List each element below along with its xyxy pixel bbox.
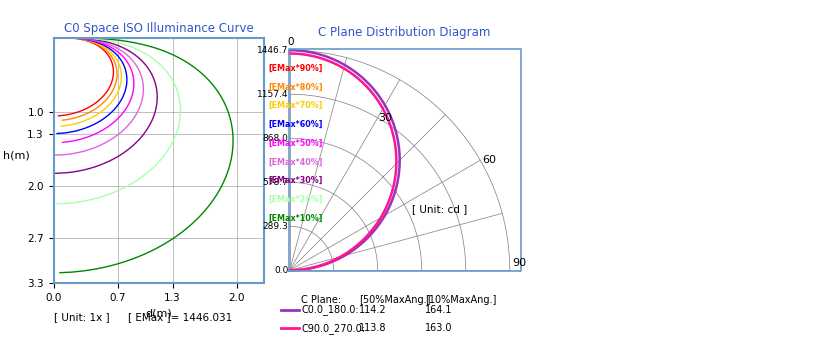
Text: 163.0: 163.0 <box>425 323 452 333</box>
Text: [50%MaxAng.]: [50%MaxAng.] <box>359 295 431 305</box>
Text: 113.8: 113.8 <box>359 323 386 333</box>
Text: 868.0: 868.0 <box>262 134 289 143</box>
Text: 114.2: 114.2 <box>359 305 386 315</box>
Text: C0.0_180.0:: C0.0_180.0: <box>301 304 359 315</box>
X-axis label: d(m): d(m) <box>145 308 172 318</box>
Text: [EMax*20%]: [EMax*20%] <box>268 195 323 204</box>
Text: 30: 30 <box>378 113 392 123</box>
Text: 164.1: 164.1 <box>425 305 452 315</box>
Text: 90: 90 <box>512 258 526 268</box>
Text: [ Unit: 1x ]: [ Unit: 1x ] <box>54 313 109 323</box>
Text: [EMax*90%]: [EMax*90%] <box>268 64 323 73</box>
Text: [EMax*50%]: [EMax*50%] <box>268 139 323 148</box>
Text: 1157.4: 1157.4 <box>257 90 289 99</box>
Y-axis label: h(m): h(m) <box>2 150 30 160</box>
Text: [EMax*60%]: [EMax*60%] <box>268 120 323 129</box>
Text: 0.0: 0.0 <box>274 266 289 275</box>
Text: 289.3: 289.3 <box>262 222 289 231</box>
Title: C Plane Distribution Diagram: C Plane Distribution Diagram <box>318 26 490 39</box>
Title: C0 Space ISO Illuminance Curve: C0 Space ISO Illuminance Curve <box>64 22 254 35</box>
Text: [EMax*80%]: [EMax*80%] <box>268 83 323 91</box>
Text: C Plane:: C Plane: <box>301 295 342 305</box>
Text: C90.0_270.0:: C90.0_270.0: <box>301 323 365 334</box>
Text: [10%MaxAng.]: [10%MaxAng.] <box>425 295 497 305</box>
Text: [EMax*70%]: [EMax*70%] <box>268 101 323 110</box>
Text: [EMax*30%]: [EMax*30%] <box>268 176 323 185</box>
Text: [EMax*40%]: [EMax*40%] <box>268 158 323 166</box>
Text: [ Unit: cd ]: [ Unit: cd ] <box>412 204 467 214</box>
Text: 60: 60 <box>483 155 497 165</box>
Text: [ EMax ]= 1446.031: [ EMax ]= 1446.031 <box>128 313 232 323</box>
Text: 578.7: 578.7 <box>262 178 289 187</box>
Text: 0: 0 <box>287 37 294 47</box>
Text: 1446.7: 1446.7 <box>257 46 289 55</box>
Text: [EMax*10%]: [EMax*10%] <box>268 214 323 223</box>
